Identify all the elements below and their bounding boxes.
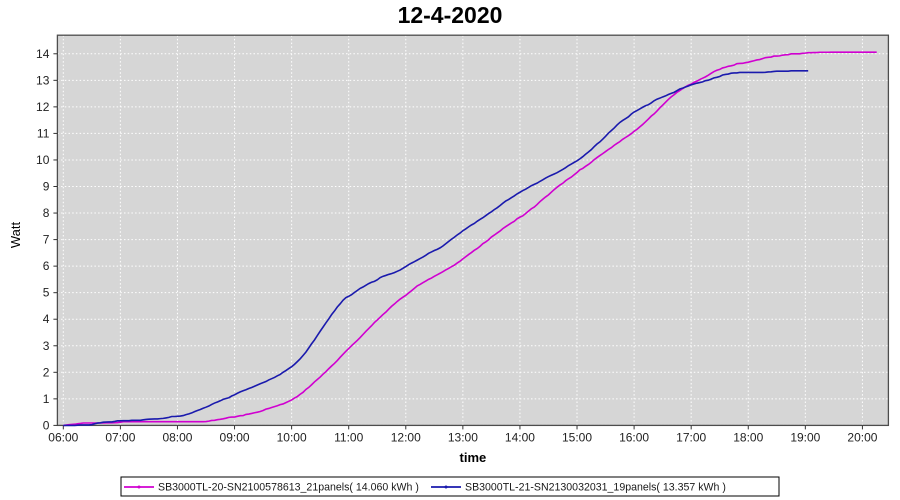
svg-text:18:00: 18:00 xyxy=(733,430,763,444)
svg-text:time: time xyxy=(460,450,487,465)
svg-text:10: 10 xyxy=(36,153,50,167)
svg-text:06:00: 06:00 xyxy=(48,430,78,444)
svg-text:9: 9 xyxy=(43,180,50,194)
svg-text:09:00: 09:00 xyxy=(220,430,250,444)
svg-text:7: 7 xyxy=(43,233,50,247)
svg-text:4: 4 xyxy=(43,312,50,326)
svg-text:20:00: 20:00 xyxy=(847,430,877,444)
svg-text:12:00: 12:00 xyxy=(391,430,421,444)
svg-text:07:00: 07:00 xyxy=(105,430,135,444)
svg-text:8: 8 xyxy=(43,206,50,220)
svg-text:6: 6 xyxy=(43,259,50,273)
svg-text:11:00: 11:00 xyxy=(334,430,363,444)
svg-text:15:00: 15:00 xyxy=(562,430,592,444)
svg-text:17:00: 17:00 xyxy=(676,430,706,444)
svg-text:Watt: Watt xyxy=(8,221,23,248)
svg-text:2: 2 xyxy=(43,365,50,379)
svg-text:13:00: 13:00 xyxy=(448,430,478,444)
svg-text:SB3000TL-20-SN2100578613_21pan: SB3000TL-20-SN2100578613_21panels( 14.06… xyxy=(158,482,419,494)
svg-text:11: 11 xyxy=(37,126,50,140)
svg-text:14: 14 xyxy=(36,47,50,61)
svg-text:16:00: 16:00 xyxy=(619,430,649,444)
svg-text:3: 3 xyxy=(43,339,50,353)
svg-text:13: 13 xyxy=(36,73,50,87)
svg-text:19:00: 19:00 xyxy=(790,430,820,444)
svg-text:12: 12 xyxy=(36,100,50,114)
svg-text:10:00: 10:00 xyxy=(277,430,307,444)
svg-text:1: 1 xyxy=(43,392,50,406)
svg-text:14:00: 14:00 xyxy=(505,430,535,444)
svg-text:SB3000TL-21-SN2130032031_19pan: SB3000TL-21-SN2130032031_19panels( 13.35… xyxy=(465,482,726,494)
svg-text:5: 5 xyxy=(43,286,50,300)
svg-text:08:00: 08:00 xyxy=(162,430,192,444)
